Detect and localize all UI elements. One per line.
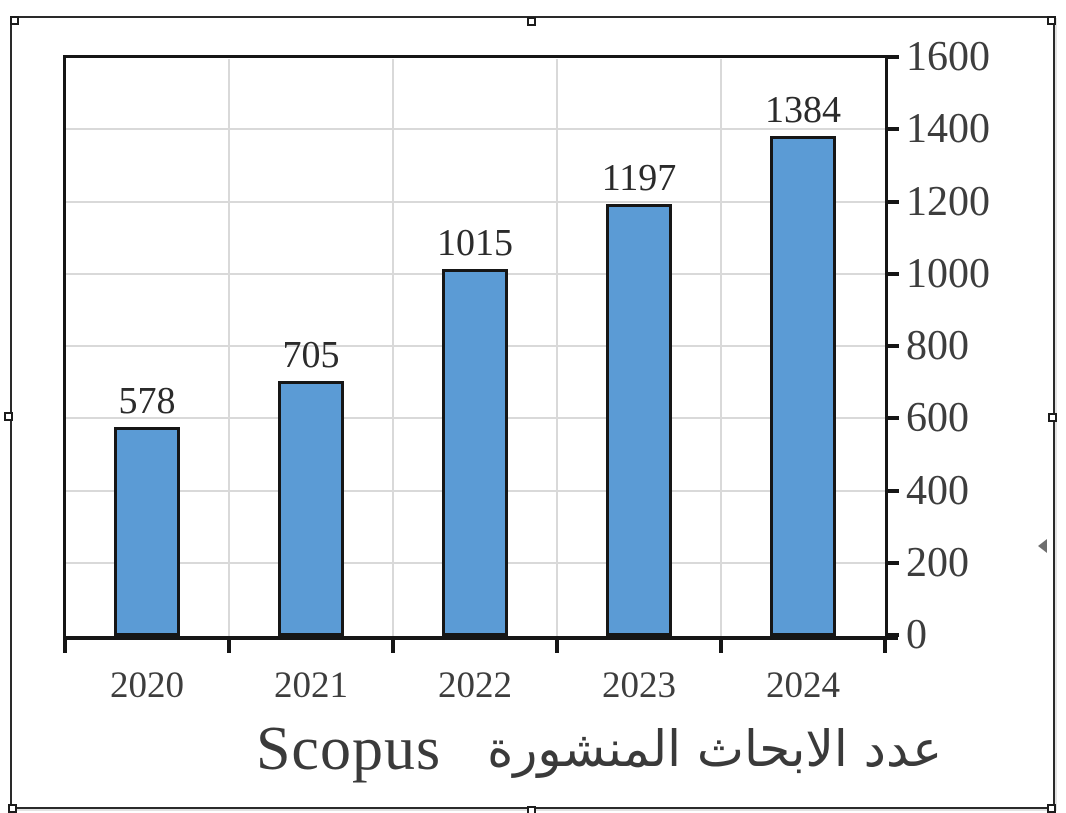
selection-handle-middle-left[interactable] (4, 412, 13, 421)
x-axis-category-label: 2022 (438, 665, 512, 706)
selection-handle-bottom-left[interactable] (8, 804, 17, 813)
selection-handle-middle-right[interactable] (1048, 413, 1057, 422)
x-axis-tick (391, 640, 395, 653)
bar-2023 (606, 204, 672, 636)
selection-handle-bottom-right[interactable] (1047, 804, 1056, 813)
selection-handle-top-right[interactable] (1047, 16, 1056, 25)
x-axis-tick (555, 640, 559, 653)
y-axis-tick-label: 800 (906, 323, 969, 369)
h-gridline (66, 128, 885, 130)
chart-title-arabic: عدد الابحاث المنشورة (487, 720, 943, 778)
bar-value-label: 1015 (437, 222, 513, 264)
plot-left-border (63, 55, 66, 640)
y-axis-tick (888, 55, 899, 59)
cursor-artifact-icon (1038, 539, 1047, 553)
y-axis-tick-label: 1600 (906, 34, 990, 80)
bar-2024 (770, 136, 836, 636)
y-axis-tick (888, 633, 899, 637)
bar-2020 (114, 427, 180, 636)
x-axis-category-label: 2023 (602, 665, 676, 706)
y-axis-tick (888, 200, 899, 204)
bar-value-label: 1197 (601, 157, 677, 199)
chart-title: Scopus عدد الابحاث المنشورة (150, 703, 1048, 795)
selection-handle-bottom-center[interactable] (527, 806, 536, 813)
bar-value-label: 1384 (765, 89, 841, 131)
y-axis-tick (888, 561, 899, 565)
y-axis-tick-label: 600 (906, 395, 969, 441)
bar-value-label: 705 (282, 334, 340, 376)
x-axis-tick (883, 640, 887, 653)
plot-top-border (63, 55, 888, 58)
bar-value-label: 578 (118, 380, 176, 422)
y-axis-tick (888, 416, 899, 420)
y-axis-line (885, 55, 888, 640)
x-axis-category-label: 2020 (110, 665, 184, 706)
y-axis-tick (888, 489, 899, 493)
x-axis-tick (63, 640, 67, 653)
y-axis-tick-label: 400 (906, 468, 969, 514)
x-axis-line (63, 636, 898, 640)
v-gridline (720, 59, 722, 636)
y-axis-tick-label: 0 (906, 612, 927, 658)
v-gridline (392, 59, 394, 636)
x-axis-category-label: 2021 (274, 665, 348, 706)
x-axis-tick (227, 640, 231, 653)
bar-2022 (442, 269, 508, 636)
selection-handle-top-left[interactable] (10, 16, 19, 25)
y-axis-tick (888, 127, 899, 131)
y-axis-tick-label: 1000 (906, 251, 990, 297)
bar-2021 (278, 381, 344, 636)
selection-handle-top-center[interactable] (527, 17, 536, 26)
h-gridline (66, 201, 885, 203)
y-axis-tick-label: 1200 (906, 179, 990, 225)
y-axis-tick (888, 272, 899, 276)
x-axis-tick (719, 640, 723, 653)
chart-image[interactable] (10, 16, 1055, 809)
chart-title-latin: Scopus (255, 714, 442, 783)
y-axis-tick (888, 344, 899, 348)
y-axis-tick-label: 200 (906, 540, 969, 586)
v-gridline (228, 59, 230, 636)
v-gridline (556, 59, 558, 636)
y-axis-tick-label: 1400 (906, 106, 990, 152)
x-axis-category-label: 2024 (766, 665, 840, 706)
